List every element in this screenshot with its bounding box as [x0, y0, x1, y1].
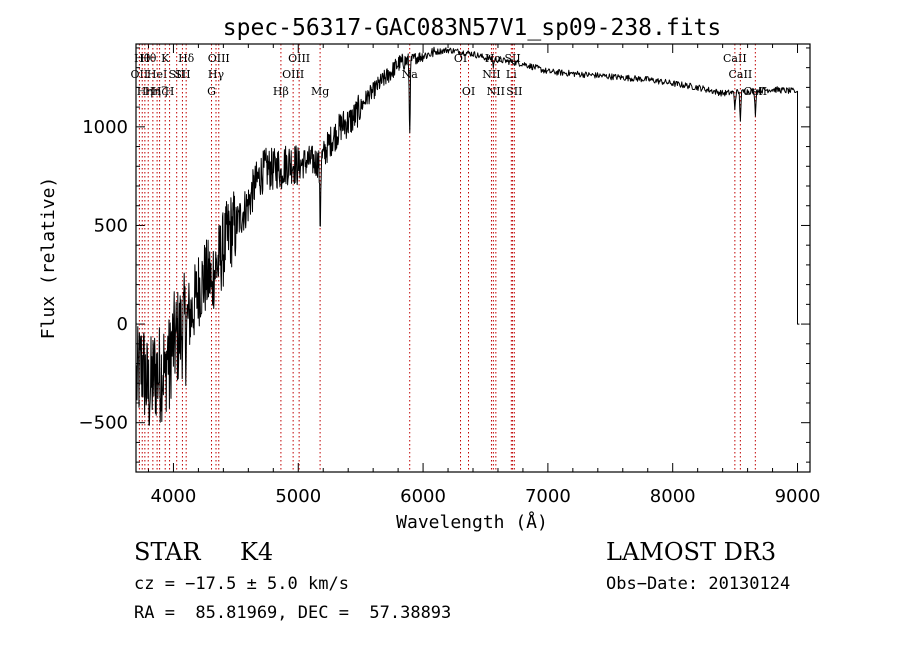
line-marker-label: OII	[131, 68, 149, 81]
line-marker-label: NII	[482, 68, 500, 81]
line-marker-label: OIII	[288, 52, 310, 65]
line-marker-label: SII	[506, 85, 522, 98]
line-marker-label: H	[165, 85, 175, 98]
class-label: STAR	[134, 538, 201, 566]
y-axis-label: Flux (relative)	[38, 177, 59, 340]
spectrum-line	[136, 46, 800, 426]
x-tick-label: 4000	[151, 486, 197, 507]
obs-date-readout: Obs−Date: 20130124	[606, 574, 791, 594]
y-tick-label: 0	[117, 314, 128, 335]
line-marker-label: CaII	[729, 68, 753, 81]
line-marker-label: OI	[462, 85, 475, 98]
line-marker-label: SII	[174, 68, 190, 81]
x-tick-label: 9000	[775, 486, 821, 507]
line-marker-label: Hδ	[178, 52, 195, 65]
line-marker-label: HeI	[147, 68, 167, 81]
line-marker-label: CaII	[743, 85, 767, 98]
chart-title: spec-56317-GAC083N57V1_sp09-238.fits	[223, 15, 722, 41]
line-marker-label: Hγ	[208, 68, 225, 81]
line-marker-label: K	[161, 52, 170, 65]
line-marker-label: OIII	[282, 68, 304, 81]
plot-frame	[135, 43, 811, 473]
cz-readout: cz = −17.5 ± 5.0 km/s	[134, 574, 349, 594]
line-marker-label: Mg	[311, 85, 329, 98]
line-marker-label: Hζ	[152, 85, 168, 98]
line-marker-label: Li	[506, 68, 517, 81]
line-marker-label: Hθ	[134, 52, 151, 65]
line-marker-label: G	[207, 85, 216, 98]
line-marker-label: OIII	[208, 52, 230, 65]
line-marker-label: SII	[169, 68, 185, 81]
radec-readout: RA = 85.81969, DEC = 57.38893	[134, 603, 452, 623]
line-marker-label: CaII	[723, 52, 747, 65]
line-marker-label: Hβ	[273, 85, 289, 98]
line-marker-label: Na	[402, 68, 419, 81]
x-tick-label: 6000	[400, 486, 446, 507]
line-marker-label: Hη	[137, 85, 153, 98]
x-tick-label: 8000	[650, 486, 696, 507]
x-tick-label: 7000	[525, 486, 571, 507]
y-tick-label: 500	[94, 215, 128, 236]
subclass-label: K4	[240, 538, 274, 566]
y-tick-label: 1000	[82, 117, 128, 138]
x-axis-label: Wavelength (Å)	[396, 511, 548, 533]
x-tick-label: 5000	[275, 486, 321, 507]
line-marker-label: NII	[487, 85, 505, 98]
y-tick-label: −500	[79, 413, 128, 434]
line-marker-label: Hθ	[140, 52, 157, 65]
survey-label: LAMOST DR3	[606, 538, 777, 566]
